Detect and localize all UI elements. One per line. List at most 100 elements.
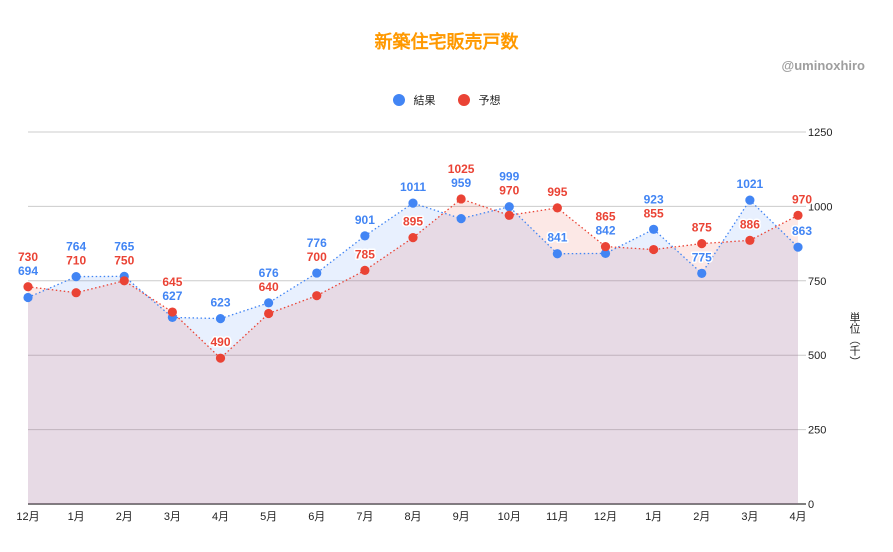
data-point-forecast[interactable] xyxy=(456,194,466,204)
data-point-forecast[interactable] xyxy=(167,307,177,317)
data-point-actual[interactable] xyxy=(312,268,322,278)
data-point-forecast[interactable] xyxy=(504,210,514,220)
data-point-actual[interactable] xyxy=(360,231,370,241)
data-point-actual[interactable] xyxy=(71,272,81,282)
data-point-actual[interactable] xyxy=(504,202,514,212)
legend-label: 結果 xyxy=(413,94,436,107)
data-label-actual: 765 xyxy=(114,239,134,253)
x-tick-label: 2月 xyxy=(693,511,710,523)
data-label-actual: 764 xyxy=(66,240,86,254)
data-point-forecast[interactable] xyxy=(552,203,562,213)
data-label-forecast: 995 xyxy=(547,185,567,199)
data-point-forecast[interactable] xyxy=(793,210,803,220)
data-label-forecast: 970 xyxy=(499,184,519,198)
data-label-forecast: 640 xyxy=(259,280,279,294)
x-tick-label: 2月 xyxy=(116,511,133,523)
data-label-actual: 623 xyxy=(210,296,230,310)
data-point-actual[interactable] xyxy=(600,248,611,259)
data-label-actual: 841 xyxy=(547,231,567,245)
legend-label: 予想 xyxy=(478,94,501,107)
x-tick-label: 11月 xyxy=(546,511,568,523)
x-tick-label: 3月 xyxy=(164,511,181,523)
data-label-actual: 1011 xyxy=(400,180,426,194)
data-label-forecast: 750 xyxy=(114,253,134,267)
x-tick-label: 12月 xyxy=(594,511,617,523)
data-label-actual: 776 xyxy=(307,236,327,250)
data-point-actual[interactable] xyxy=(456,214,466,224)
data-label-forecast: 895 xyxy=(403,215,423,229)
data-point-forecast[interactable] xyxy=(312,291,322,301)
data-label-forecast: 700 xyxy=(307,250,327,264)
data-point-actual[interactable] xyxy=(408,198,418,208)
data-label-forecast: 875 xyxy=(692,221,712,235)
data-point-forecast[interactable] xyxy=(23,282,33,292)
legend-item-forecast[interactable]: 予想 xyxy=(457,92,501,108)
line-forecast xyxy=(27,198,799,360)
data-label-forecast: 1025 xyxy=(448,162,475,176)
data-point-forecast[interactable] xyxy=(215,353,226,363)
data-point-actual[interactable] xyxy=(23,292,33,303)
data-label-forecast: 710 xyxy=(66,254,86,268)
data-label-actual: 901 xyxy=(355,213,375,227)
data-point-forecast[interactable] xyxy=(649,244,659,255)
data-label-forecast: 855 xyxy=(644,206,664,220)
data-point-actual[interactable] xyxy=(793,242,803,252)
x-tick-label: 5月 xyxy=(260,511,277,523)
data-point-forecast[interactable] xyxy=(745,235,755,245)
y-tick-label: 500 xyxy=(808,350,826,362)
data-point-forecast[interactable] xyxy=(71,288,81,298)
x-tick-label: 12月 xyxy=(16,511,39,523)
data-label-actual: 627 xyxy=(162,289,182,303)
x-tick-label: 1月 xyxy=(68,511,85,523)
data-point-actual[interactable] xyxy=(552,249,562,259)
data-label-actual: 999 xyxy=(499,170,519,184)
data-label-forecast: 886 xyxy=(740,217,760,231)
x-tick-label: 7月 xyxy=(356,511,373,523)
data-point-actual[interactable] xyxy=(215,313,226,324)
data-point-forecast[interactable] xyxy=(360,265,370,275)
data-label-actual: 775 xyxy=(692,250,712,264)
data-label-actual: 676 xyxy=(259,266,279,280)
x-tick-label: 3月 xyxy=(741,511,758,523)
legend-dot-icon xyxy=(457,94,470,106)
data-point-actual[interactable] xyxy=(649,224,659,234)
author-credit: @uminoxhiro xyxy=(781,58,865,73)
data-label-forecast: 645 xyxy=(162,275,182,289)
data-point-forecast[interactable] xyxy=(697,239,707,249)
data-point-actual[interactable] xyxy=(745,195,755,205)
y-tick-label: 250 xyxy=(808,425,826,437)
x-tick-label: 8月 xyxy=(404,511,421,523)
data-point-actual[interactable] xyxy=(697,268,707,278)
data-point-actual[interactable] xyxy=(264,298,274,308)
area-forecast xyxy=(28,198,798,504)
x-tick-label: 1月 xyxy=(645,511,662,523)
data-point-forecast[interactable] xyxy=(264,308,274,319)
x-tick-label: 4月 xyxy=(789,511,806,523)
data-label-forecast: 785 xyxy=(355,247,375,261)
data-label-forecast: 490 xyxy=(210,335,230,349)
x-tick-label: 9月 xyxy=(453,511,470,523)
x-tick-label: 6月 xyxy=(308,511,325,523)
data-point-forecast[interactable] xyxy=(408,233,418,243)
y-tick-label: 0 xyxy=(808,499,814,511)
data-label-actual: 1021 xyxy=(737,177,764,191)
legend-dot-icon xyxy=(392,94,405,106)
data-label-forecast: 730 xyxy=(18,250,38,264)
line-actual xyxy=(27,199,799,320)
data-label-actual: 842 xyxy=(595,224,615,238)
y-axis-title: 単位（千） xyxy=(848,312,861,367)
data-label-actual: 923 xyxy=(644,192,664,206)
y-tick-label: 1000 xyxy=(808,201,832,213)
data-point-forecast[interactable] xyxy=(600,241,611,252)
legend: 結果 予想 xyxy=(0,92,893,108)
data-label-actual: 694 xyxy=(18,264,38,278)
chart-title: 新築住宅販売戸数 xyxy=(374,32,519,53)
data-point-forecast[interactable] xyxy=(119,276,129,286)
data-label-actual: 959 xyxy=(451,176,471,190)
x-tick-label: 10月 xyxy=(498,511,521,523)
x-tick-label: 4月 xyxy=(212,511,229,523)
data-label-forecast: 865 xyxy=(595,210,615,224)
y-tick-label: 750 xyxy=(808,276,826,288)
legend-item-actual[interactable]: 結果 xyxy=(392,92,436,108)
